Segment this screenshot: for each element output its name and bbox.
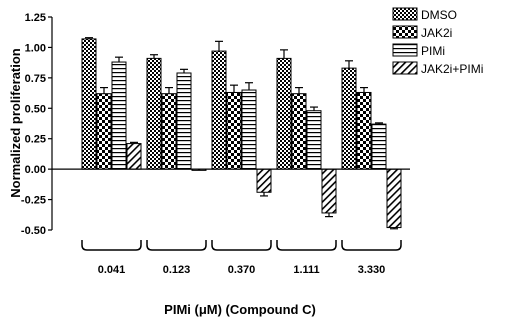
y-tick-label: 1.25 [25, 12, 46, 24]
y-tick-label: 0.00 [25, 164, 46, 176]
bar-pimi-1.111 [306, 110, 322, 170]
bar-jak2i-pimi-3.330 [386, 168, 402, 229]
legend-label: JAK2i+PIMi [421, 62, 483, 76]
x-tick-label: 0.041 [98, 264, 126, 276]
bar-pimi-0.123 [176, 72, 192, 170]
bar-jak2i-pimi-1.111 [321, 168, 337, 214]
x-tick-labels: 0.041 0.123 0.370 1.111 3.330 [98, 264, 386, 276]
bar-pimi-3.330 [371, 123, 387, 170]
legend-swatch-pimi [392, 43, 418, 57]
legend-swatch-dmso [392, 7, 418, 21]
x-tick-label: 0.123 [163, 264, 191, 276]
legend-swatch-jak2i [392, 25, 418, 39]
bar-jak2i-0.041 [96, 93, 112, 170]
legend: DMSO JAK2i PIMi JAK2i+PIMi [392, 7, 483, 76]
y-axis: 1.25 1.00 0.75 0.50 0.25 0.00 -0.25 -0.50 [21, 12, 53, 237]
bar-dmso-0.370 [211, 50, 227, 170]
y-tick-label: 0.25 [25, 134, 46, 146]
y-axis-title: Normalized proliferation [8, 48, 23, 198]
bar-jak2i-0.123 [161, 93, 177, 170]
x-axis-title: PIMi (μM) (Compound C) [164, 302, 316, 317]
y-tick-label: 1.00 [25, 42, 46, 54]
bar-dmso-0.123 [146, 57, 162, 170]
legend-label: PIMi [421, 44, 445, 58]
category-bracket [341, 240, 402, 251]
bar-dmso-1.111 [276, 57, 292, 170]
bar-pimi-0.041 [111, 61, 127, 170]
bar-dmso-3.330 [341, 67, 357, 170]
x-tick-label: 0.370 [228, 264, 256, 276]
bar-jak2i-0.370 [226, 91, 242, 170]
y-tick-label: -0.25 [21, 195, 46, 207]
x-tick-label: 3.330 [358, 264, 386, 276]
category-bracket [276, 240, 337, 251]
y-tick-label: 0.50 [25, 103, 46, 115]
bar-pimi-0.370 [241, 89, 257, 170]
category-bracket [211, 240, 272, 251]
bar-jak2i-pimi-0.370 [256, 168, 272, 193]
category-bracket [81, 240, 142, 251]
legend-label: JAK2i [421, 26, 452, 40]
bar-jak2i-1.111 [291, 93, 307, 170]
legend-swatch-jak2i-pimi [392, 61, 418, 75]
y-tick-label: 0.75 [25, 73, 46, 85]
bar-jak2i-pimi-0.041 [126, 143, 142, 170]
x-tick-label: 1.111 [293, 264, 319, 276]
bar-jak2i-3.330 [356, 91, 372, 170]
category-bracket [146, 240, 207, 251]
legend-label: DMSO [421, 8, 457, 22]
category-brackets [81, 240, 402, 251]
bars-layer [81, 37, 402, 230]
y-tick-label: -0.50 [21, 225, 46, 237]
bar-dmso-0.041 [81, 38, 97, 170]
